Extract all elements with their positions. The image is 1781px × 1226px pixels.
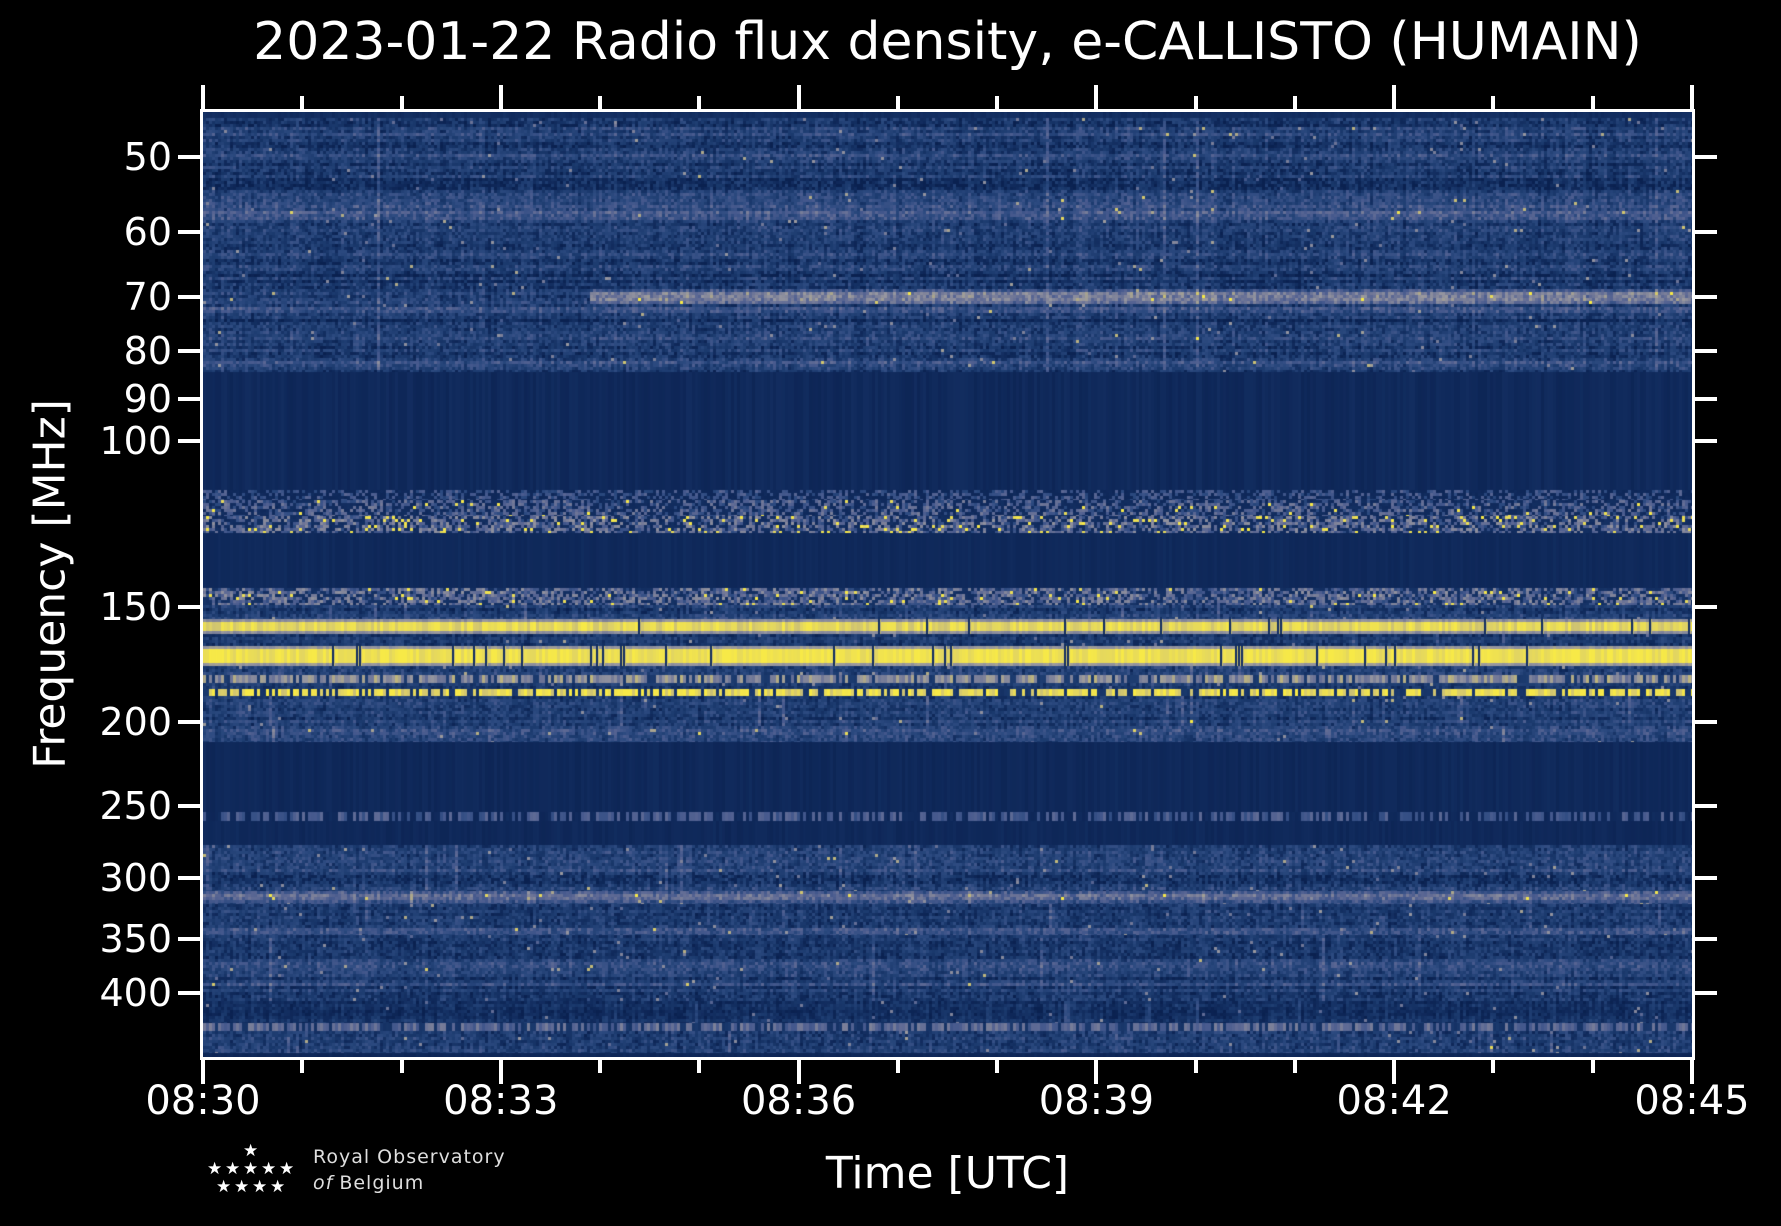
tick-mark <box>1491 96 1496 109</box>
tick-mark <box>1292 1060 1297 1073</box>
star-icon: ★ <box>270 1177 286 1197</box>
tick-mark <box>178 605 200 609</box>
tick-mark <box>1695 605 1717 609</box>
tick-mark <box>1491 1060 1496 1073</box>
tick-mark <box>796 85 801 109</box>
tick-mark <box>300 96 305 109</box>
tick-mark <box>796 1060 801 1084</box>
tick-mark <box>178 397 200 401</box>
tick-mark <box>1094 1060 1099 1084</box>
tick-mark <box>697 96 702 109</box>
y-tick-label: 350 <box>99 917 172 961</box>
tick-mark <box>1392 85 1397 109</box>
star-icon: ★ <box>234 1177 250 1197</box>
y-tick-label: 90 <box>123 377 172 421</box>
y-tick-label: 80 <box>123 329 172 373</box>
tick-mark <box>995 1060 1000 1073</box>
star-icon: ★ <box>243 1159 259 1179</box>
x-tick-label: 08:30 <box>145 1078 261 1124</box>
rob-logo-line1: Royal Observatory <box>313 1146 506 1168</box>
x-tick-label: 08:39 <box>1038 1078 1155 1124</box>
tick-mark <box>399 96 404 109</box>
rob-logo-line2: of Belgium <box>313 1172 424 1194</box>
tick-mark <box>178 991 200 995</box>
tick-mark <box>1695 295 1717 299</box>
tick-mark <box>1695 439 1717 443</box>
star-icon: ★ <box>216 1177 232 1197</box>
y-tick-label: 100 <box>99 419 172 463</box>
tick-mark <box>178 155 200 159</box>
spectrogram-canvas <box>203 112 1692 1057</box>
chart-title: 2023-01-22 Radio flux density, e-CALLIST… <box>253 12 1642 72</box>
y-tick-label: 400 <box>99 971 172 1015</box>
star-icon: ★ <box>225 1159 241 1179</box>
tick-mark <box>1392 1060 1397 1084</box>
tick-mark <box>300 1060 305 1073</box>
tick-mark <box>178 876 200 880</box>
y-tick-label: 300 <box>99 856 172 900</box>
tick-mark <box>1695 720 1717 724</box>
y-tick-label: 200 <box>99 700 172 744</box>
tick-mark <box>895 96 900 109</box>
tick-mark <box>1695 991 1717 995</box>
tick-mark <box>498 85 503 109</box>
tick-mark <box>1695 230 1717 234</box>
rob-logo-of: of <box>313 1172 334 1194</box>
x-tick-label: 08:42 <box>1336 1078 1452 1124</box>
tick-mark <box>1292 96 1297 109</box>
tick-mark <box>1695 876 1717 880</box>
tick-mark <box>1094 85 1099 109</box>
tick-mark <box>1193 1060 1198 1073</box>
tick-mark <box>995 96 1000 109</box>
star-icon: ★ <box>243 1141 259 1161</box>
tick-mark <box>178 295 200 299</box>
x-tick-label: 08:45 <box>1634 1078 1750 1124</box>
rob-logo-belgium: Belgium <box>339 1172 425 1194</box>
x-tick-label: 08:33 <box>443 1078 559 1124</box>
tick-mark <box>399 1060 404 1073</box>
tick-mark <box>178 230 200 234</box>
tick-mark <box>178 349 200 353</box>
tick-mark <box>1695 804 1717 808</box>
y-tick-label: 50 <box>123 135 172 179</box>
tick-mark <box>1193 96 1198 109</box>
tick-mark <box>178 804 200 808</box>
star-icon: ★ <box>261 1159 277 1179</box>
star-icon: ★ <box>252 1177 268 1197</box>
tick-mark <box>201 1060 205 1084</box>
star-icon: ★ <box>279 1159 295 1179</box>
y-tick-label: 150 <box>99 585 172 629</box>
tick-mark <box>1690 1060 1694 1084</box>
y-tick-label: 60 <box>123 210 172 254</box>
star-icon: ★ <box>207 1159 223 1179</box>
tick-mark <box>598 96 603 109</box>
tick-mark <box>1695 349 1717 353</box>
tick-mark <box>178 937 200 941</box>
tick-mark <box>1695 937 1717 941</box>
tick-mark <box>697 1060 702 1073</box>
tick-mark <box>178 720 200 724</box>
tick-mark <box>1590 96 1595 109</box>
tick-mark <box>1590 1060 1595 1073</box>
tick-mark <box>1695 397 1717 401</box>
x-tick-label: 08:36 <box>740 1078 857 1124</box>
tick-mark <box>178 439 200 443</box>
tick-mark <box>895 1060 900 1073</box>
tick-mark <box>1695 155 1717 159</box>
tick-mark <box>1690 85 1694 109</box>
tick-mark <box>201 85 205 109</box>
y-tick-label: 250 <box>99 784 172 828</box>
y-tick-label: 70 <box>123 275 172 319</box>
tick-mark <box>498 1060 503 1084</box>
tick-mark <box>598 1060 603 1073</box>
spectrogram-plot-area <box>200 109 1695 1060</box>
x-axis-title: Time [UTC] <box>825 1148 1070 1199</box>
y-axis-title: Frequency [MHz] <box>24 399 76 769</box>
